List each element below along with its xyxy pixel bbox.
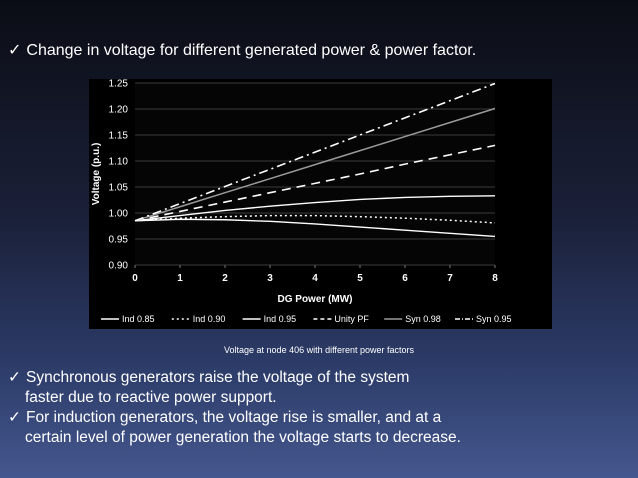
y-tick-label: 1.10 xyxy=(109,157,129,168)
bullet-item-2: ✓ For induction generators, the voltage r… xyxy=(8,408,461,448)
series-line-5 xyxy=(134,107,496,222)
series-line-6 xyxy=(134,82,496,222)
legend-label-5: Syn 0.98 xyxy=(405,314,441,324)
bullet-2-line-1: For induction generators, the voltage ri… xyxy=(26,409,442,426)
x-tick-label: 1 xyxy=(177,273,183,284)
bullet-item-1: ✓ Synchronous generators raise the voltag… xyxy=(8,368,461,408)
series-line-2 xyxy=(134,214,496,224)
y-tick-label: 1.25 xyxy=(109,79,129,90)
checkmark-icon: ✓ xyxy=(8,409,21,426)
slide-title-text: Change in voltage for different generate… xyxy=(26,42,477,59)
x-tick-label: 3 xyxy=(267,273,273,284)
x-tick-label: 4 xyxy=(312,273,318,284)
x-tick-label: 0 xyxy=(132,273,138,284)
bullet-2-line-2: certain level of power generation the vo… xyxy=(25,429,461,446)
legend-label-3: Ind 0.95 xyxy=(264,314,297,324)
x-tick-label: 8 xyxy=(492,273,498,284)
chart-panel: 0.90 0.95 1.00 1.05 1.10 1.15 1.20 1.25 0 1 2 3 4 5 6 7… xyxy=(89,79,552,329)
bullet-1-line-2: faster due to reactive power support. xyxy=(25,389,277,406)
x-axis-label: DG Power (MW) xyxy=(278,294,353,305)
y-tick-label: 1.05 xyxy=(109,183,129,194)
x-tick-label: 2 xyxy=(222,273,228,284)
series-line-4 xyxy=(134,144,496,222)
voltage-chart: 0.90 0.95 1.00 1.05 1.10 1.15 1.20 1.25 0 1 2 3 4 5 6 7… xyxy=(91,79,512,324)
x-tick-label: 6 xyxy=(402,273,408,284)
legend-label-1: Ind 0.85 xyxy=(122,314,155,324)
bullet-1-line-1: Synchronous generators raise the voltage… xyxy=(26,369,410,386)
slide-title: ✓ Change in voltage for different generat… xyxy=(8,40,476,60)
series-line-1 xyxy=(134,218,496,238)
x-tick-label: 7 xyxy=(447,273,453,284)
checkmark-icon: ✓ xyxy=(8,42,22,59)
bullet-list: ✓ Synchronous generators raise the voltag… xyxy=(8,368,461,448)
y-tick-label: 0.95 xyxy=(109,235,129,246)
legend-label-4: Unity PF xyxy=(334,314,369,324)
y-axis-label: Voltage (p.u.) xyxy=(91,143,102,206)
y-tick-label: 0.90 xyxy=(109,261,129,272)
legend-label-2: Ind 0.90 xyxy=(193,314,226,324)
x-tick-label: 5 xyxy=(357,273,363,284)
y-tick-label: 1.20 xyxy=(109,105,129,116)
series-line-3 xyxy=(134,195,496,222)
plot-area xyxy=(135,83,495,265)
legend-label-6: Syn 0.95 xyxy=(476,314,512,324)
chart-caption: Voltage at node 406 with different power… xyxy=(224,345,414,355)
checkmark-icon: ✓ xyxy=(8,369,21,386)
y-tick-label: 1.15 xyxy=(109,131,129,142)
y-tick-label: 1.00 xyxy=(109,209,129,220)
